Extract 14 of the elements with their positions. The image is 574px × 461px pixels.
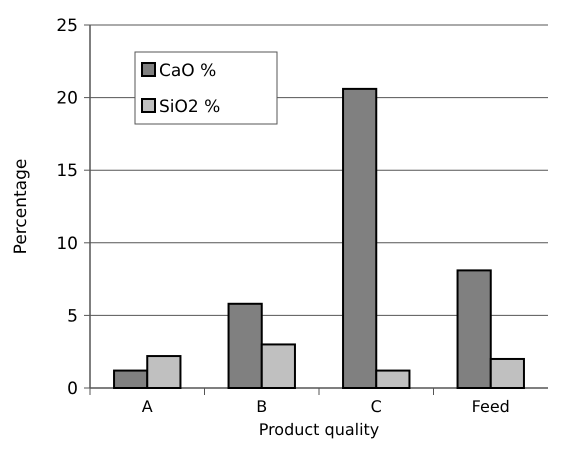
y-tick-label: 15 [56, 161, 78, 182]
x-tick-label: A [142, 397, 153, 416]
x-tick-label: Feed [472, 397, 510, 416]
y-tick-label: 10 [56, 234, 78, 254]
y-tick-label: 20 [56, 88, 78, 109]
legend-label: CaO % [159, 60, 216, 81]
y-tick-label: 25 [56, 16, 78, 36]
x-tick-label: B [256, 397, 268, 416]
y-tick-label: 5 [67, 306, 78, 326]
legend-label: SiO2 % [159, 96, 220, 117]
x-tick-label: C [370, 397, 382, 416]
y-tick-label: 0 [67, 378, 78, 399]
y-axis-title: Percentage [11, 158, 31, 254]
x-axis-title: Product quality [258, 420, 380, 439]
